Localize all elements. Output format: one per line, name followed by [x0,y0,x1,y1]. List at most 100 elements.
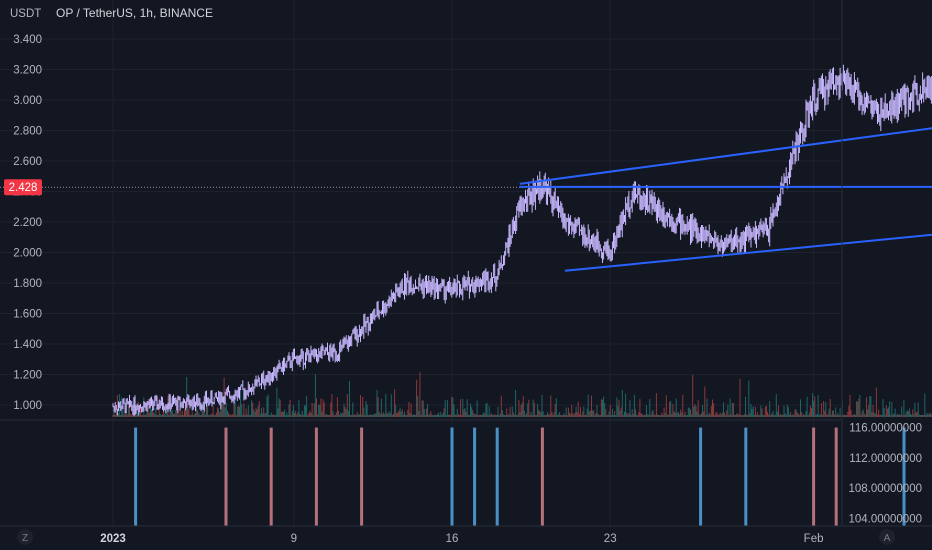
volume-bar [262,413,264,417]
auto-scale-button-label: A [884,533,891,544]
volume-bar [295,410,297,417]
volume-bar [159,414,161,417]
volume-bar [478,414,480,417]
volume-bar [773,414,775,417]
volume-bar [583,406,585,417]
volume-bar [710,405,712,417]
volume-bar [921,414,922,417]
volume-bar [901,406,903,417]
volume-bar [648,414,650,417]
volume-bar [811,408,812,417]
volume-bar [907,411,909,417]
volume-bar [826,414,828,417]
volume-bar [234,398,236,417]
volume-bar [511,406,513,417]
volume-bar [902,414,904,417]
volume-bar [839,407,841,417]
volume-bar [552,414,554,417]
volume-bar [750,403,752,417]
volume-bar [288,404,290,417]
volume-bar [252,402,254,417]
volume-bar [489,414,491,417]
volume-bar [622,414,624,417]
histogram-tick-label: 104.00000000 [848,513,922,525]
volume-bar [673,411,675,417]
volume-bar [168,414,170,417]
volume-bar [544,414,546,417]
volume-bar [210,414,212,417]
volume-bar [442,413,444,417]
price-axis[interactable]: 3.4003.2003.0002.8002.6002.4002.2002.000… [13,34,42,412]
volume-bar [768,414,770,417]
volume-bar [624,411,625,417]
volume-bar [926,413,928,417]
auto-scale-button[interactable] [879,529,895,545]
volume-bar [423,408,425,417]
volume-bar [759,414,761,417]
volume-bar [365,401,367,417]
trendlines[interactable] [519,28,932,272]
volume-bar [230,414,232,417]
volume-bar [605,409,607,417]
volume-bar [628,412,630,417]
symbol-title[interactable]: OP / TetherUS, 1h, BINANCE [56,6,213,20]
volume-bar [122,410,124,417]
volume-bar [243,403,245,417]
price-tick-label: 1.000 [13,400,42,412]
volume-bar [730,414,732,417]
volume-bar [616,397,618,417]
volume-bar [275,414,277,417]
volume-bar [512,412,514,417]
volume-bar [850,410,852,417]
volume-bar [352,402,354,417]
zoom-button[interactable] [17,529,33,545]
volume-bar [858,398,860,417]
volume-bar [746,414,748,417]
volume-bar [188,409,190,417]
price-tick-label: 1.400 [13,339,42,351]
volume-bar [171,410,173,417]
volume-bar [785,414,787,417]
volume-bar [268,414,270,417]
volume-bar [736,413,738,417]
time-axis[interactable]: 202391623Feb1320Mar13 [100,533,932,545]
volume-bar [115,411,117,417]
volume-bar [614,411,616,417]
volume-bar [155,408,157,417]
volume-bar [910,413,911,417]
volume-bar [814,396,816,417]
trendline[interactable] [564,144,932,272]
price-series [0,64,932,417]
volume-bar [521,402,523,417]
volume-bar [112,414,114,417]
volume-bar [236,407,238,417]
volume-bar [498,414,500,417]
volume-bar [259,414,261,417]
volume-bar [375,413,377,417]
volume-bar [889,401,891,417]
volume-bar [154,413,156,417]
histogram-bar [902,427,906,526]
volume-bar [575,406,577,417]
volume-bar [900,414,902,417]
zoom-button-label: Z [22,533,28,544]
volume-bar [625,393,627,417]
volume-bar [430,411,432,417]
volume-bar [845,414,847,417]
trendline[interactable] [519,28,932,185]
volume-bar [705,414,707,417]
volume-bar [582,411,584,417]
volume-bar [242,414,244,417]
volume-bar [344,406,346,417]
volume-bar [401,409,403,417]
volume-bar [152,411,154,417]
volume-bar [604,403,606,417]
volume-bar [836,414,838,417]
volume-bar [382,414,383,417]
histogram-axis[interactable]: 116.00000000 112.00000000 108.00000000 104.… [848,423,922,526]
volume-bar [312,414,314,417]
volume-bar [253,409,255,417]
volume-bar [774,414,776,417]
volume-bar [654,414,656,417]
